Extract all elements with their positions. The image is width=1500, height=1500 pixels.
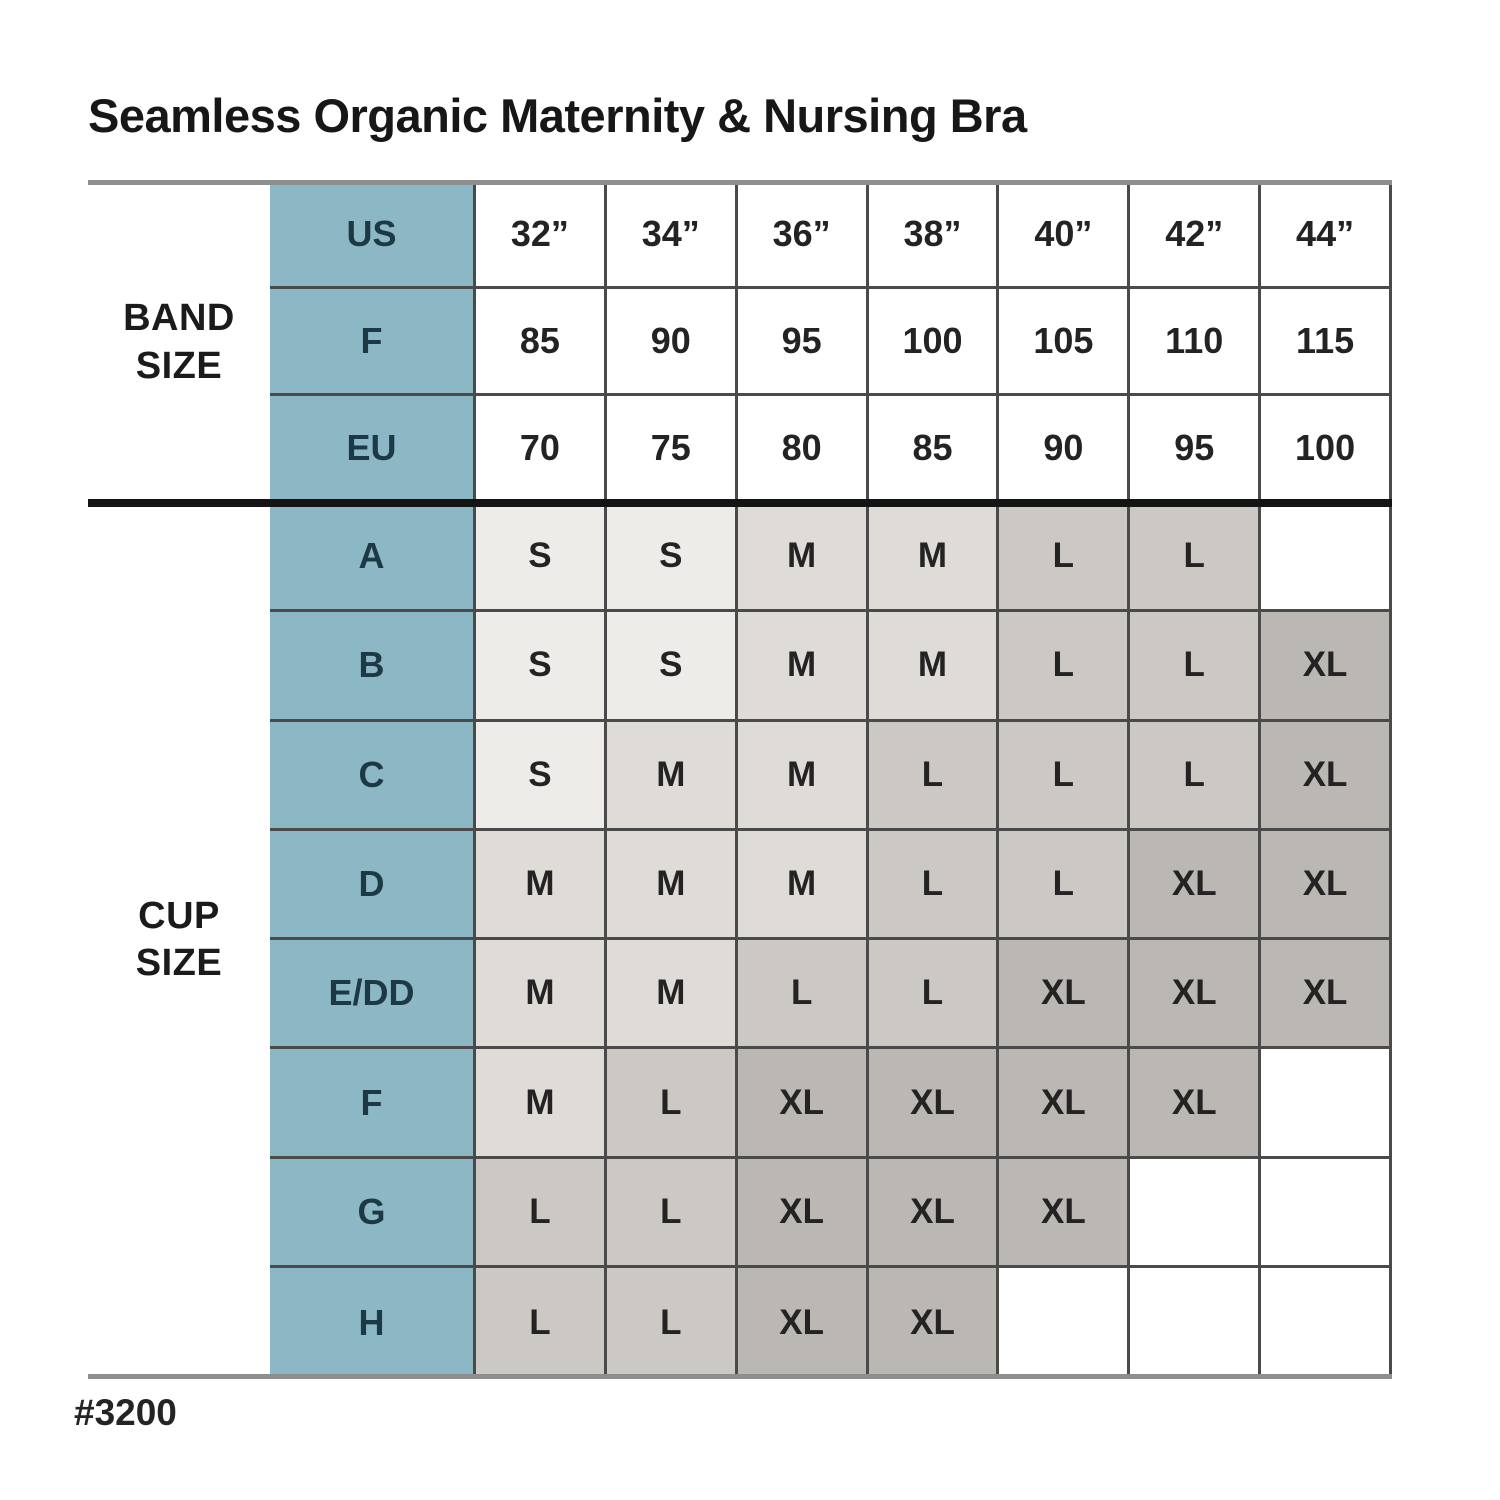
chart-title: Seamless Organic Maternity & Nursing Bra [88, 89, 1027, 142]
cup-size-cell: M [737, 612, 869, 722]
cup-size-cell: M [606, 830, 738, 941]
band-value-cell: 34” [606, 182, 738, 289]
cup-row-label-h: H [270, 1268, 476, 1378]
empty-size-cell [1130, 1158, 1262, 1269]
cup-size-cell: L [999, 721, 1131, 831]
cup-size-cell: L [1130, 612, 1262, 722]
cup-size-cell: XL [737, 1158, 869, 1269]
cup-size-cell: M [476, 1049, 607, 1159]
cup-size-cell: L [999, 612, 1131, 722]
empty-size-cell [1130, 1268, 1262, 1378]
band-value-cell: 75 [606, 396, 738, 503]
cup-size-group-label: CUP SIZE [88, 503, 270, 1378]
band-value-cell: 36” [737, 182, 869, 289]
band-size-group-label: BAND SIZE [88, 182, 270, 503]
cup-size-cell: M [606, 940, 738, 1050]
band-value-cell: 70 [476, 396, 607, 503]
cup-size-cell: XL [1261, 612, 1392, 722]
band-value-cell: 105 [999, 289, 1131, 396]
empty-size-cell [1261, 1268, 1392, 1378]
band-value-cell: 40” [999, 182, 1131, 289]
band-value-cell: 42” [1130, 182, 1262, 289]
cup-size-cell: XL [1130, 830, 1262, 941]
band-value-cell: 38” [868, 182, 1000, 289]
cup-size-cell: L [999, 830, 1131, 941]
cup-size-cell: M [737, 503, 869, 613]
cup-size-cell: L [476, 1268, 607, 1378]
cup-size-cell: XL [1261, 830, 1392, 941]
band-value-cell: 110 [1130, 289, 1262, 396]
cup-size-cell: XL [1130, 1049, 1262, 1159]
cup-size-cell: XL [868, 1049, 1000, 1159]
cup-size-cell: L [606, 1268, 738, 1378]
cup-size-cell: L [868, 940, 1000, 1050]
item-number: #3200 [74, 1392, 177, 1433]
cup-size-cell: M [606, 721, 738, 831]
band-value-cell: 100 [868, 289, 1000, 396]
band-value-cell: 100 [1261, 396, 1392, 503]
cup-size-cell: M [737, 830, 869, 941]
cup-row-label-g: G [270, 1158, 476, 1269]
cup-size-cell: XL [999, 1049, 1131, 1159]
size-chart-grid: BAND SIZE CUP SIZE US 32” 34” 36” 38” 40” 42” 44”… [88, 182, 1392, 1378]
cup-size-cell: S [476, 721, 607, 831]
cup-size-cell: XL [868, 1268, 1000, 1378]
cup-size-cell: L [606, 1049, 738, 1159]
cup-size-cell: XL [1261, 721, 1392, 831]
band-value-cell: 85 [868, 396, 1000, 503]
cup-size-cell: L [868, 830, 1000, 941]
cup-size-cell: XL [1261, 940, 1392, 1050]
table-top-rule [88, 180, 1392, 185]
band-value-cell: 32” [476, 182, 607, 289]
cup-size-cell: L [737, 940, 869, 1050]
size-chart: BAND SIZE CUP SIZE US 32” 34” 36” 38” 40” 42” 44”… [88, 180, 1392, 1380]
cup-size-cell: L [606, 1158, 738, 1269]
band-cup-separator-rule [88, 499, 1392, 507]
cup-size-cell: S [476, 503, 607, 613]
table-bottom-rule [88, 1374, 1392, 1380]
band-value-cell: 44” [1261, 182, 1392, 289]
band-value-cell: 115 [1261, 289, 1392, 396]
band-row-label-f: F [270, 289, 476, 396]
band-value-cell: 90 [999, 396, 1131, 503]
cup-size-cell: XL [999, 940, 1131, 1050]
empty-size-cell [1261, 503, 1392, 613]
cup-size-cell: L [1130, 721, 1262, 831]
cup-size-cell: M [476, 940, 607, 1050]
cup-size-cell: L [1130, 503, 1262, 613]
cup-size-cell: M [737, 721, 869, 831]
cup-row-label-e-dd: E/DD [270, 940, 476, 1050]
cup-size-cell: XL [999, 1158, 1131, 1269]
band-value-cell: 90 [606, 289, 738, 396]
empty-size-cell [1261, 1049, 1392, 1159]
cup-size-cell: S [606, 503, 738, 613]
band-value-cell: 95 [1130, 396, 1262, 503]
cup-size-cell: XL [1130, 940, 1262, 1050]
cup-row-label-b: B [270, 612, 476, 722]
cup-row-label-f: F [270, 1049, 476, 1159]
band-value-cell: 95 [737, 289, 869, 396]
cup-row-label-a: A [270, 503, 476, 613]
cup-size-cell: L [999, 503, 1131, 613]
cup-size-cell: XL [737, 1049, 869, 1159]
cup-size-cell: L [476, 1158, 607, 1269]
cup-size-cell: S [476, 612, 607, 722]
cup-size-cell: XL [737, 1268, 869, 1378]
empty-size-cell [999, 1268, 1131, 1378]
cup-size-cell: XL [868, 1158, 1000, 1269]
cup-size-cell: S [606, 612, 738, 722]
band-row-label-us: US [270, 182, 476, 289]
empty-size-cell [1261, 1158, 1392, 1269]
cup-row-label-d: D [270, 830, 476, 941]
band-value-cell: 80 [737, 396, 869, 503]
cup-row-label-c: C [270, 721, 476, 831]
cup-size-cell: L [868, 721, 1000, 831]
band-row-label-eu: EU [270, 396, 476, 503]
cup-size-cell: M [476, 830, 607, 941]
cup-size-cell: M [868, 612, 1000, 722]
cup-size-cell: M [868, 503, 1000, 613]
band-value-cell: 85 [476, 289, 607, 396]
